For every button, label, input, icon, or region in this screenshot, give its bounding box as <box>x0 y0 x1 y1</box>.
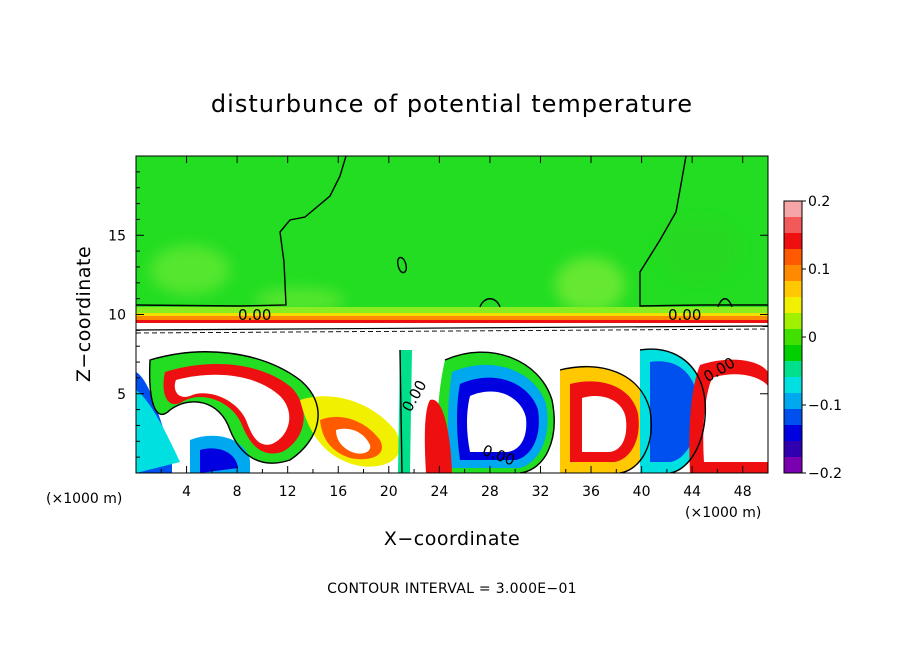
colorbar-tick-label: −0.1 <box>808 398 842 414</box>
x-tick-label: 32 <box>532 484 550 500</box>
x-tick-label: 44 <box>683 484 701 500</box>
colorbar <box>784 201 802 474</box>
colorbar-tick-label: 0.1 <box>808 262 830 278</box>
y-axis-label: Z−coordinate <box>73 246 95 382</box>
colorbar-swatch <box>784 233 802 250</box>
x-tick-label: 20 <box>380 484 398 500</box>
y-tick-label: 10 <box>108 308 126 324</box>
plot-area: 0.00 0.00 0.00 0.00 0.00 <box>136 156 768 473</box>
x-tick-label: 12 <box>279 484 297 500</box>
contour-label: 0.00 <box>668 306 701 324</box>
y-tick-label: 5 <box>117 387 126 403</box>
x-axis-label: X−coordinate <box>384 528 520 550</box>
x-tick-label: 24 <box>430 484 448 500</box>
colorbar-swatch <box>784 217 802 234</box>
field-lower-eddies <box>136 349 768 473</box>
inversion-band-orange <box>136 316 768 320</box>
colorbar-ticks: 0.2 0.1 0 −0.1 −0.2 <box>802 194 842 482</box>
inversion-band-red <box>136 320 768 323</box>
x-axis-unit-right: (×1000 m) <box>685 505 761 521</box>
colorbar-swatch <box>784 249 802 266</box>
colorbar-swatch <box>784 393 802 410</box>
y-axis: 5 10 15 <box>108 171 768 458</box>
x-axis-unit-left: (×1000 m) <box>46 491 122 507</box>
colorbar-swatch <box>784 329 802 346</box>
y-tick-label: 15 <box>108 228 126 244</box>
colorbar-swatch <box>784 281 802 298</box>
x-tick-label: 4 <box>182 484 191 500</box>
contour-labels: 0.00 0.00 0.00 0.00 0.00 <box>238 306 738 470</box>
x-tick-label: 8 <box>233 484 242 500</box>
colorbar-swatch <box>784 441 802 458</box>
contour-interval: CONTOUR INTERVAL = 3.000E−01 <box>327 581 577 597</box>
colorbar-swatch <box>784 457 802 474</box>
colorbar-tick-label: 0.2 <box>808 194 830 210</box>
colorbar-swatch <box>784 313 802 330</box>
inversion-band-green <box>136 307 768 313</box>
field-upper-patches <box>150 220 740 313</box>
colorbar-swatch <box>784 377 802 394</box>
colorbar-swatch <box>784 265 802 282</box>
colorbar-swatch <box>784 297 802 314</box>
colorbar-swatch <box>784 345 802 362</box>
x-tick-label: 16 <box>329 484 347 500</box>
colorbar-tick-label: 0 <box>808 330 817 346</box>
colorbar-swatch <box>784 201 802 218</box>
x-tick-label: 36 <box>582 484 600 500</box>
colorbar-tick-label: −0.2 <box>808 466 842 482</box>
inversion-band-yellow <box>136 313 768 316</box>
contour-lines <box>136 156 768 473</box>
colorbar-swatch <box>784 425 802 442</box>
x-tick-label: 40 <box>633 484 651 500</box>
field-upper-layer <box>136 156 768 322</box>
contour-label: 0.00 <box>238 306 271 324</box>
x-tick-label: 48 <box>734 484 752 500</box>
colorbar-swatch <box>784 409 802 426</box>
chart-title: disturbunce of potential temperature <box>211 90 693 118</box>
x-axis: 4 8 12 16 20 24 28 32 36 40 44 48 <box>160 156 752 500</box>
x-tick-label: 28 <box>481 484 499 500</box>
colorbar-swatch <box>784 361 802 378</box>
